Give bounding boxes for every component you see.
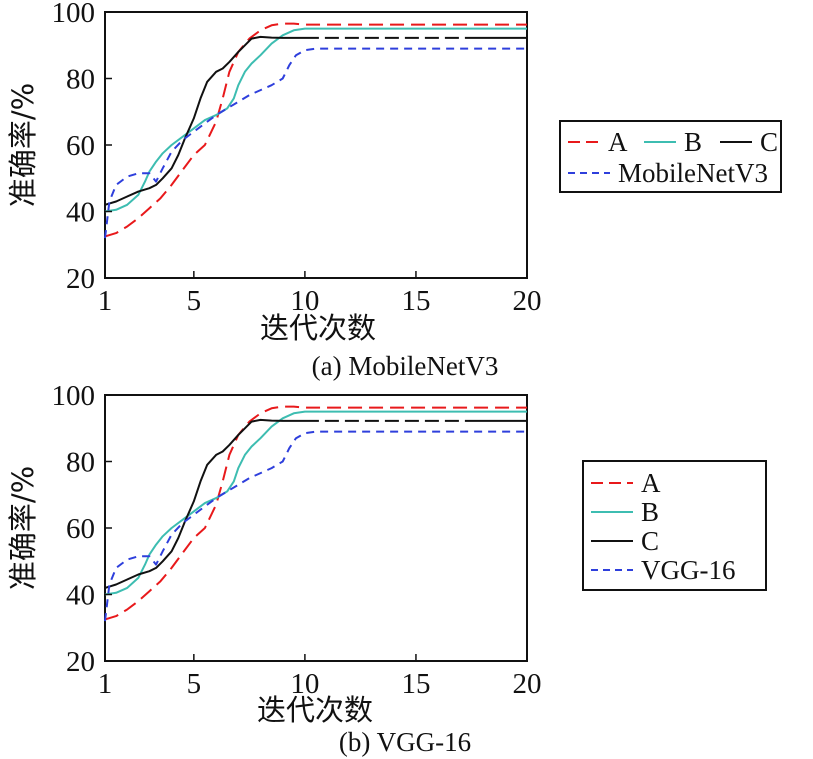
legend-label-b: B bbox=[684, 127, 702, 157]
series-line-b bbox=[104, 410, 527, 596]
y-axis-ticks: 20 40 60 80 100 bbox=[52, 0, 112, 295]
x-tick-label-5: 5 bbox=[187, 668, 202, 700]
x-axis-label: 迭代次数 bbox=[260, 311, 376, 345]
panel-caption: (a) MobileNetV3 bbox=[312, 351, 499, 381]
x-axis-ticks: 1 5 10 15 20 bbox=[98, 271, 542, 317]
series-line-b bbox=[104, 27, 527, 213]
x-tick-label-20: 20 bbox=[513, 668, 542, 700]
y-tick-label-40: 40 bbox=[66, 580, 95, 612]
y-tick-label-20: 20 bbox=[66, 646, 95, 678]
y-tick-label-60: 60 bbox=[66, 130, 95, 162]
plot-area-frame bbox=[104, 394, 528, 662]
legend-label-vgg-16: VGG-16 bbox=[641, 555, 736, 585]
y-tick-label-60: 60 bbox=[66, 513, 95, 545]
x-tick-label-10: 10 bbox=[290, 285, 319, 317]
x-tick-label-15: 15 bbox=[401, 285, 430, 317]
x-tick-label-1: 1 bbox=[98, 285, 113, 317]
y-tick-label-20: 20 bbox=[66, 263, 95, 295]
legend-box bbox=[559, 120, 782, 193]
plot-area-frame bbox=[104, 11, 528, 279]
legend-label-a: A bbox=[608, 127, 628, 157]
y-tick-label-80: 80 bbox=[66, 447, 95, 479]
y-axis-label: 准确率/% bbox=[6, 466, 40, 590]
series-line-c bbox=[104, 418, 527, 589]
legend-label-c: C bbox=[760, 127, 778, 157]
series-line-mobilenetv3 bbox=[104, 47, 527, 239]
x-tick-label-5: 5 bbox=[187, 285, 202, 317]
y-tick-label-100: 100 bbox=[52, 0, 96, 29]
legend-label-c: C bbox=[641, 526, 659, 556]
legend-label-a: A bbox=[641, 468, 661, 498]
x-axis-label: 迭代次数 bbox=[257, 693, 373, 727]
series-line-c bbox=[104, 35, 527, 206]
x-tick-label-15: 15 bbox=[401, 668, 430, 700]
y-tick-label-100: 100 bbox=[52, 380, 96, 412]
x-axis-ticks: 1 5 10 15 20 bbox=[98, 654, 542, 700]
series-line-c-rise bbox=[205, 105, 207, 112]
y-tick-label-80: 80 bbox=[66, 64, 95, 96]
series-layer bbox=[104, 405, 527, 622]
series-line-c-rise bbox=[205, 488, 207, 495]
legend-label-mobilenetv3: MobileNetV3 bbox=[618, 158, 768, 188]
panel-caption: (b) VGG-16 bbox=[339, 727, 471, 757]
series-line-a bbox=[104, 22, 527, 238]
x-tick-label-1: 1 bbox=[98, 668, 113, 700]
y-axis-ticks: 20 40 60 80 100 bbox=[52, 380, 112, 678]
series-line-vgg-16 bbox=[104, 430, 527, 622]
y-tick-label-40: 40 bbox=[66, 197, 95, 229]
x-tick-label-10: 10 bbox=[290, 668, 319, 700]
series-line-a bbox=[104, 405, 527, 621]
series-layer bbox=[104, 22, 527, 239]
x-tick-label-20: 20 bbox=[513, 285, 542, 317]
legend-label-b: B bbox=[641, 497, 659, 527]
y-axis-label: 准确率/% bbox=[6, 83, 40, 207]
